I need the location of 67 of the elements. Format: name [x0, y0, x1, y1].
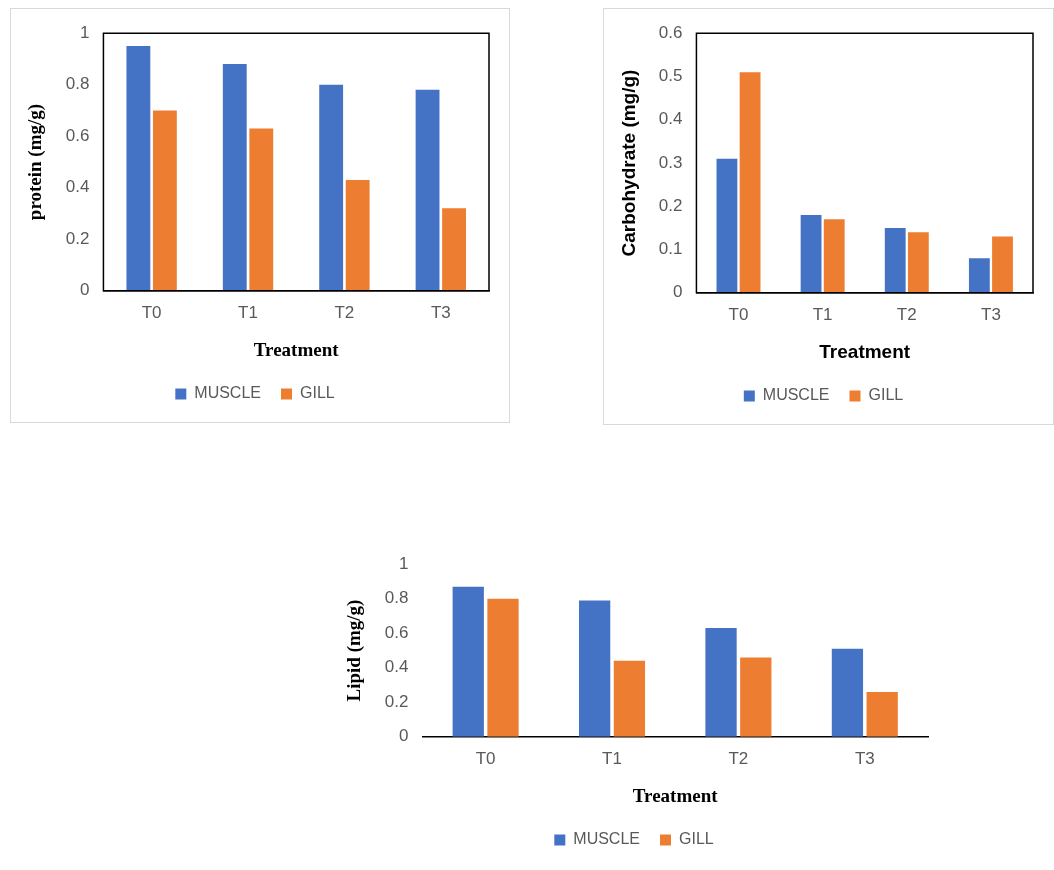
- y-tick-label: 0: [672, 282, 683, 302]
- bar: [823, 219, 845, 293]
- bar: [968, 258, 990, 293]
- x-tick-label: T1: [812, 304, 833, 324]
- x-tick-label: T0: [475, 748, 496, 768]
- x-tick-label: T2: [334, 302, 355, 322]
- y-tick-label: 0.2: [65, 228, 90, 248]
- bar: [222, 64, 247, 291]
- x-tick-label: T2: [896, 304, 917, 324]
- bar: [152, 110, 177, 291]
- y-tick-label: 0.8: [65, 74, 90, 94]
- bar: [319, 84, 344, 291]
- bar: [613, 660, 646, 737]
- bar: [740, 657, 772, 737]
- bar: [249, 128, 274, 291]
- y-tick-label: 0.6: [658, 22, 683, 42]
- bar: [442, 208, 466, 291]
- legend-label: GILL: [868, 386, 904, 404]
- bar: [705, 628, 737, 737]
- y-tick-label: 0.4: [658, 109, 683, 129]
- bar: [907, 232, 929, 293]
- bar: [345, 180, 370, 291]
- x-tick-label: T0: [728, 304, 749, 324]
- legend-label: GILL: [679, 830, 714, 848]
- y-tick-label: 0.4: [384, 657, 409, 677]
- x-axis-title: Treatment: [819, 340, 911, 362]
- x-tick-label: T3: [430, 302, 451, 322]
- bar: [884, 227, 906, 293]
- y-axis-title: protein (mg/g): [24, 103, 47, 221]
- bar: [579, 600, 611, 737]
- legend-label: MUSCLE: [194, 384, 261, 402]
- y-axis-title: Lipid (mg/g): [343, 599, 366, 702]
- y-tick-label: 0.3: [658, 152, 683, 172]
- legend-label: GILL: [300, 384, 335, 402]
- y-tick-label: 0.1: [658, 239, 683, 259]
- bar: [716, 158, 738, 293]
- x-tick-label: T3: [981, 304, 1001, 324]
- y-tick-label: 0.6: [384, 622, 409, 642]
- y-tick-label: 0.2: [384, 691, 409, 711]
- y-tick-label: 0: [79, 280, 90, 300]
- y-tick-label: 1: [79, 22, 90, 42]
- legend-label: MUSCLE: [573, 830, 640, 848]
- y-tick-label: 0.5: [658, 66, 683, 86]
- bar: [992, 236, 1013, 293]
- x-tick-label: T3: [854, 748, 875, 768]
- x-axis-title: Treatment: [253, 338, 340, 360]
- bar: [452, 586, 484, 737]
- x-tick-label: T2: [728, 748, 749, 768]
- legend-label: MUSCLE: [762, 386, 830, 404]
- bar: [739, 72, 761, 293]
- y-tick-label: 0.2: [658, 195, 683, 215]
- bar: [415, 89, 440, 291]
- y-tick-label: 0.8: [384, 588, 409, 608]
- y-tick-label: 1: [398, 553, 409, 573]
- y-axis-title: Carbohydrate (mg/g): [617, 69, 639, 257]
- y-tick-label: 0.6: [65, 125, 90, 145]
- x-tick-label: T1: [238, 302, 258, 322]
- y-tick-label: 0: [398, 726, 409, 746]
- x-tick-label: T1: [602, 748, 622, 768]
- bar: [866, 691, 898, 737]
- y-tick-label: 0.4: [65, 177, 90, 197]
- bar: [487, 598, 519, 737]
- x-axis-title: Treatment: [632, 784, 719, 806]
- bar: [831, 648, 864, 737]
- bar: [126, 46, 151, 291]
- bar: [800, 214, 822, 293]
- x-tick-label: T0: [141, 302, 162, 322]
